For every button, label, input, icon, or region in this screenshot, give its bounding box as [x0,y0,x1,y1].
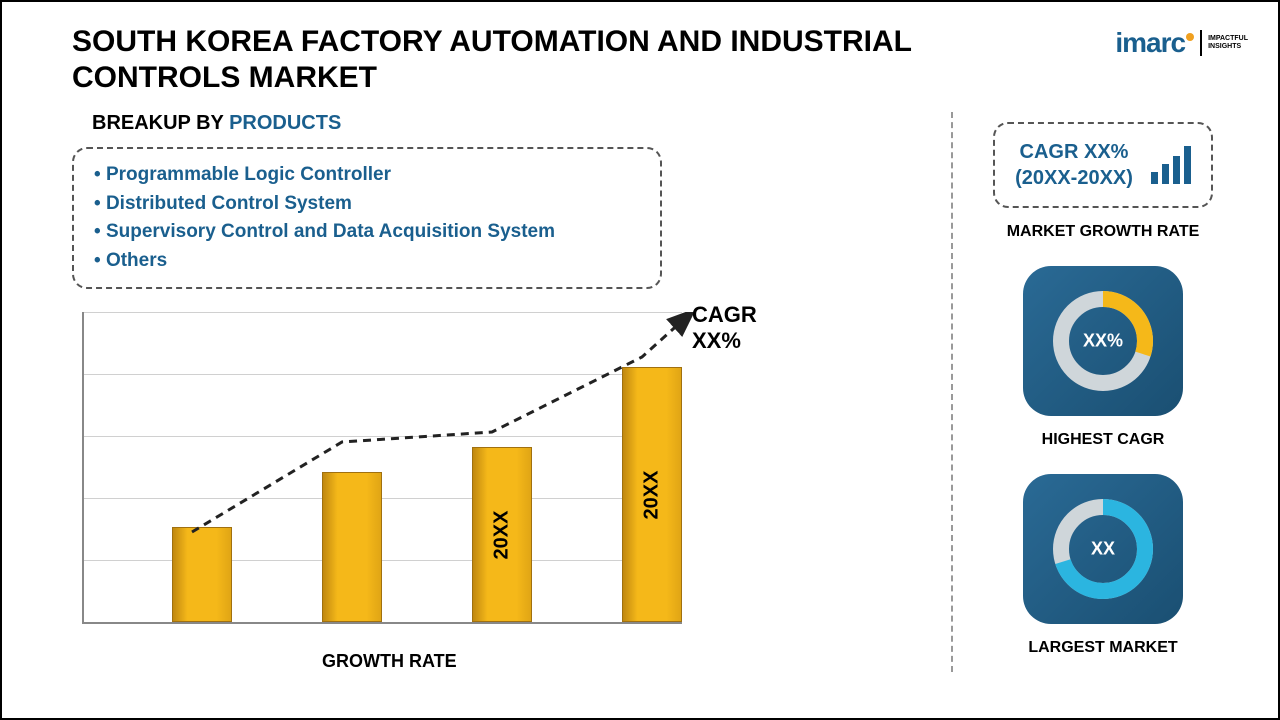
logo-dot-icon [1186,33,1194,41]
product-item: Distributed Control System [94,190,640,219]
logo-sub-1: IMPACTFUL [1208,35,1248,43]
cagr-box: CAGR XX% (20XX-20XX) [993,122,1213,208]
highest-cagr-value: XX% [1083,331,1123,352]
logo-sub: IMPACTFUL INSIGHTS [1208,35,1248,50]
logo-sub-2: INSIGHTS [1208,43,1248,51]
donut-highest: XX% [1048,286,1158,396]
page-title: SOUTH KOREA FACTORY AUTOMATION AND INDUS… [72,24,922,96]
products-list: Programmable Logic Controller Distribute… [94,161,640,275]
donut-largest: XX [1048,494,1158,604]
cagr-text: CAGR XX% (20XX-20XX) [1015,139,1133,191]
highest-cagr-label: HIGHEST CAGR [1042,431,1165,449]
products-box: Programmable Logic Controller Distribute… [72,147,662,289]
logo-text: imarc [1115,27,1185,59]
product-item: Others [94,247,640,276]
bars-icon [1151,146,1191,184]
cagr-line-2: (20XX-20XX) [1015,165,1133,191]
market-growth-rate-label: MARKET GROWTH RATE [1007,223,1200,241]
product-item: Programmable Logic Controller [94,161,640,190]
product-item: Supervisory Control and Data Acquisition… [94,218,640,247]
cagr-line-1: CAGR XX% [1015,139,1133,165]
growth-chart: 20XX20XX CAGR XX% GROWTH RATE [82,312,762,662]
trend-line [82,312,702,632]
largest-market-label: LARGEST MARKET [1028,639,1177,657]
cagr-label: CAGR XX% [692,302,762,354]
largest-market-tile: XX [1023,474,1183,624]
vertical-divider [951,112,953,672]
growth-rate-label: GROWTH RATE [322,651,457,672]
side-panel: CAGR XX% (20XX-20XX) MARKET GROWTH RATE … [978,122,1228,682]
brand-logo: imarc IMPACTFUL INSIGHTS [1115,27,1248,59]
breakup-subtitle: BREAKUP BY PRODUCTS [92,112,341,135]
largest-market-value: XX [1091,539,1115,560]
highest-cagr-tile: XX% [1023,266,1183,416]
subtitle-prefix: BREAKUP BY [92,112,229,134]
logo-divider [1200,30,1202,56]
subtitle-accent: PRODUCTS [229,112,341,134]
